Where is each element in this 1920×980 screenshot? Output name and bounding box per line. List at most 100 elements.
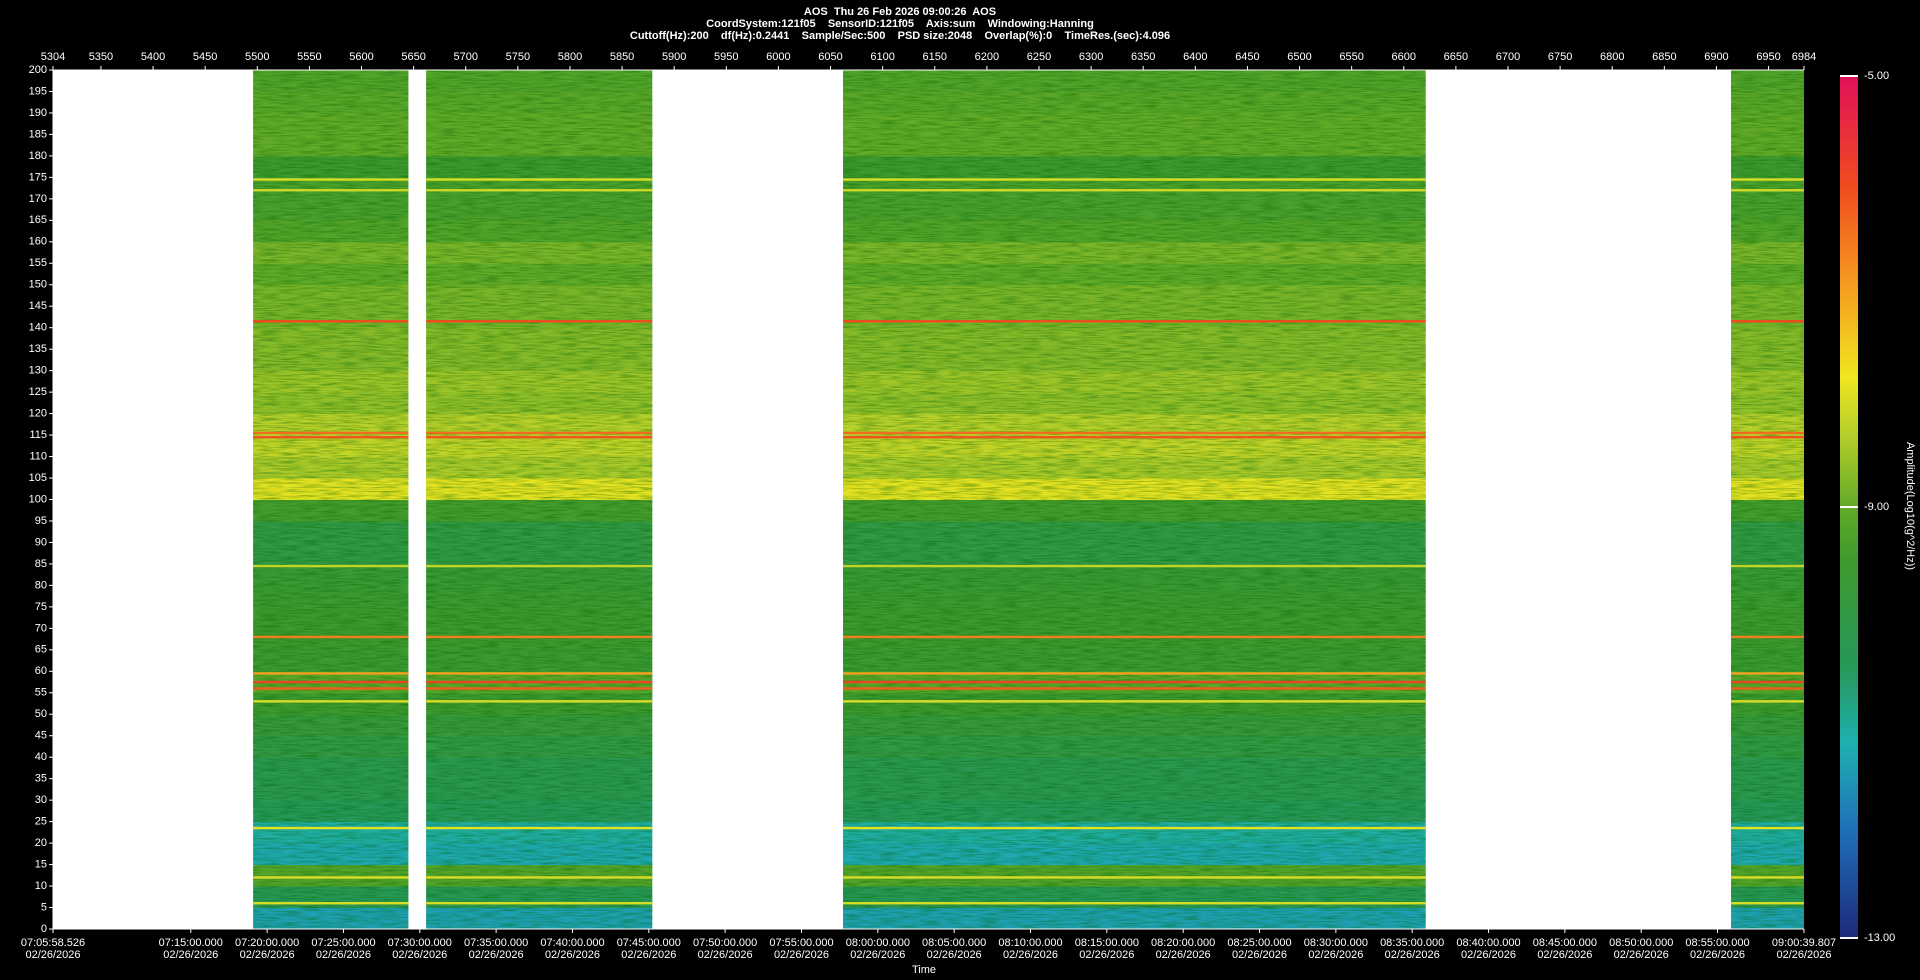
spectral-line xyxy=(253,189,409,192)
spectral-line xyxy=(426,564,653,568)
spectral-line xyxy=(426,672,653,675)
x-tick-label: 07:30:00.000 xyxy=(388,937,452,949)
x-tick-date: 02/26/2026 xyxy=(163,949,218,961)
spectral-line xyxy=(426,320,653,323)
spectral-line xyxy=(843,700,1426,703)
x-tick-label: 07:25:00.000 xyxy=(311,937,375,949)
x-top-tick-label: 5350 xyxy=(89,51,113,63)
chart-subtitle: CoordSystem:121f05 SensorID:121f05 Axis:… xyxy=(706,18,1094,30)
x-top-tick-label: 5950 xyxy=(714,51,738,63)
spectral-line xyxy=(253,876,409,879)
x-tick-date: 02/26/2026 xyxy=(1385,949,1440,961)
y-tick-label: 65 xyxy=(35,644,47,656)
y-tick-label: 200 xyxy=(29,64,47,76)
chart-title: AOS Thu 26 Feb 2026 09:00:26 AOS xyxy=(804,6,996,18)
x-tick-label: 08:15:00.000 xyxy=(1075,937,1139,949)
y-tick-label: 170 xyxy=(29,193,47,205)
x-tick-label: 08:25:00.000 xyxy=(1227,937,1291,949)
x-tick-date: 02/26/2026 xyxy=(316,949,371,961)
spectral-line xyxy=(253,687,409,690)
x-tick-date: 02/26/2026 xyxy=(25,949,80,961)
x-top-tick-label: 6050 xyxy=(818,51,842,63)
spectral-line xyxy=(253,436,409,439)
x-tick-date: 02/26/2026 xyxy=(698,949,753,961)
y-tick-label: 55 xyxy=(35,687,47,699)
y-tick-label: 115 xyxy=(29,429,47,441)
noise-texture xyxy=(426,70,653,929)
y-tick-label: 40 xyxy=(35,751,47,763)
x-tick-date: 02/26/2026 xyxy=(1079,949,1134,961)
x-top-tick-label: 6150 xyxy=(923,51,947,63)
spectral-line xyxy=(843,876,1426,879)
y-tick-label: 195 xyxy=(29,85,47,97)
x-tick-label: 07:05:58.526 xyxy=(21,937,85,949)
y-tick-label: 90 xyxy=(35,536,47,548)
x-top-tick-label: 5304 xyxy=(41,51,65,63)
x-top-tick-label: 5850 xyxy=(610,51,634,63)
y-tick-label: 160 xyxy=(29,236,47,248)
y-tick-label: 130 xyxy=(29,365,47,377)
spectral-line xyxy=(1731,189,1804,192)
y-tick-label: 125 xyxy=(29,386,47,398)
spectral-line xyxy=(843,189,1426,192)
x-top-tick-label: 5500 xyxy=(245,51,269,63)
spectral-line xyxy=(253,564,409,568)
spectral-line xyxy=(1731,436,1804,439)
x-tick-label: 07:45:00.000 xyxy=(617,937,681,949)
spectral-line xyxy=(843,436,1426,439)
spectral-line xyxy=(253,680,409,684)
spectral-line xyxy=(843,902,1426,905)
y-tick-label: 45 xyxy=(35,730,47,742)
spectral-line xyxy=(843,320,1426,323)
y-tick-label: 135 xyxy=(29,343,47,355)
spectral-line xyxy=(253,178,409,181)
x-tick-date: 02/26/2026 xyxy=(1537,949,1592,961)
spectral-line xyxy=(253,320,409,323)
x-tick-label: 07:35:00.000 xyxy=(464,937,528,949)
x-tick-date: 02/26/2026 xyxy=(1232,949,1287,961)
x-tick-date: 02/26/2026 xyxy=(469,949,524,961)
spectral-line xyxy=(843,564,1426,568)
y-tick-label: 165 xyxy=(29,214,47,226)
x-tick-label: 07:20:00.000 xyxy=(235,937,299,949)
y-tick-label: 155 xyxy=(29,257,47,269)
x-top-tick-label: 6350 xyxy=(1131,51,1155,63)
x-top-tick-label: 6400 xyxy=(1183,51,1207,63)
spectral-line xyxy=(253,431,409,435)
x-top-tick-label: 6950 xyxy=(1756,51,1780,63)
spectral-line xyxy=(1731,826,1804,830)
spectral-line xyxy=(253,902,409,905)
y-tick-label: 85 xyxy=(35,558,47,570)
spectral-line xyxy=(1731,680,1804,684)
x-tick-label: 08:00:00.000 xyxy=(846,937,910,949)
spectral-line xyxy=(843,431,1426,435)
x-axis-label: Time xyxy=(912,964,936,976)
y-tick-label: 110 xyxy=(29,450,47,462)
spectral-line xyxy=(426,431,653,435)
y-tick-label: 80 xyxy=(35,579,47,591)
x-tick-date: 02/26/2026 xyxy=(1461,949,1516,961)
x-tick-label: 08:20:00.000 xyxy=(1151,937,1215,949)
x-tick-label: 08:10:00.000 xyxy=(998,937,1062,949)
x-top-tick-label: 6850 xyxy=(1652,51,1676,63)
spectral-line xyxy=(426,902,653,905)
x-top-tick-label: 6984 xyxy=(1792,51,1816,63)
x-top-tick-label: 5600 xyxy=(349,51,373,63)
x-top-tick-label: 6450 xyxy=(1235,51,1259,63)
spectral-line xyxy=(843,635,1426,639)
x-tick-label: 09:00:39.807 xyxy=(1772,937,1836,949)
spectral-line xyxy=(1731,635,1804,639)
spectral-line xyxy=(426,876,653,879)
x-top-tick-label: 5650 xyxy=(401,51,425,63)
spectral-line xyxy=(426,700,653,703)
x-top-tick-label: 6700 xyxy=(1496,51,1520,63)
x-tick-label: 08:05:00.000 xyxy=(922,937,986,949)
spectral-line xyxy=(426,680,653,684)
x-top-tick-label: 6550 xyxy=(1339,51,1363,63)
x-tick-label: 07:50:00.000 xyxy=(693,937,757,949)
x-tick-label: 08:40:00.000 xyxy=(1456,937,1520,949)
x-top-tick-label: 5900 xyxy=(662,51,686,63)
x-top-tick-label: 6000 xyxy=(766,51,790,63)
y-tick-label: 15 xyxy=(35,858,47,870)
x-tick-date: 02/26/2026 xyxy=(1690,949,1745,961)
